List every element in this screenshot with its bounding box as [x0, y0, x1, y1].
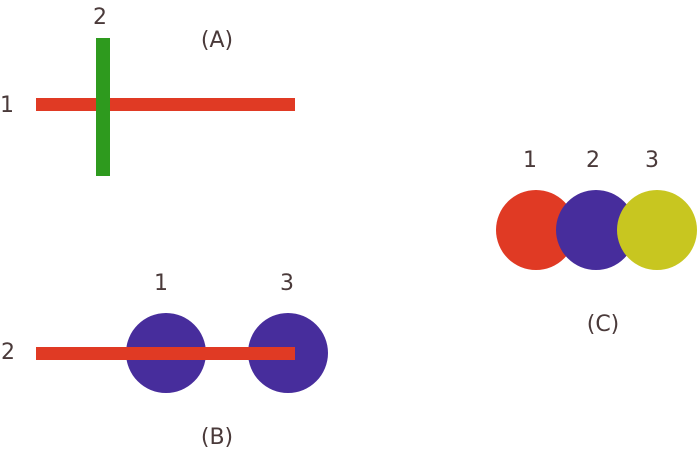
panel-a-caption: (A) — [201, 28, 233, 53]
panel-c-label-3: 3 — [645, 148, 659, 173]
panel-a-vertical-label: 2 — [93, 5, 107, 30]
panel-b-line-label: 2 — [1, 340, 15, 365]
panel-c-caption: (C) — [587, 312, 620, 337]
panel-a-horizontal-label: 1 — [0, 93, 14, 118]
panel-c-red-circle — [496, 190, 576, 270]
panel-b-horizontal-bar — [36, 347, 295, 360]
panel-c-label-2: 2 — [586, 148, 600, 173]
panel-c-olive-circle — [617, 190, 697, 270]
panel-b-left-circle-label: 1 — [154, 271, 168, 296]
panel-b-caption: (B) — [201, 425, 233, 450]
panel-b-right-circle-label: 3 — [280, 271, 294, 296]
panel-b: 1 3 2 (B) — [1, 271, 328, 450]
panel-c: 1 2 3 (C) — [496, 148, 697, 337]
panel-c-label-1: 1 — [523, 148, 537, 173]
panel-a-horizontal-bar — [36, 98, 295, 111]
panel-a: (A) 2 1 — [0, 5, 295, 176]
panel-c-purple-circle — [556, 190, 636, 270]
panel-a-vertical-bar — [96, 38, 110, 176]
